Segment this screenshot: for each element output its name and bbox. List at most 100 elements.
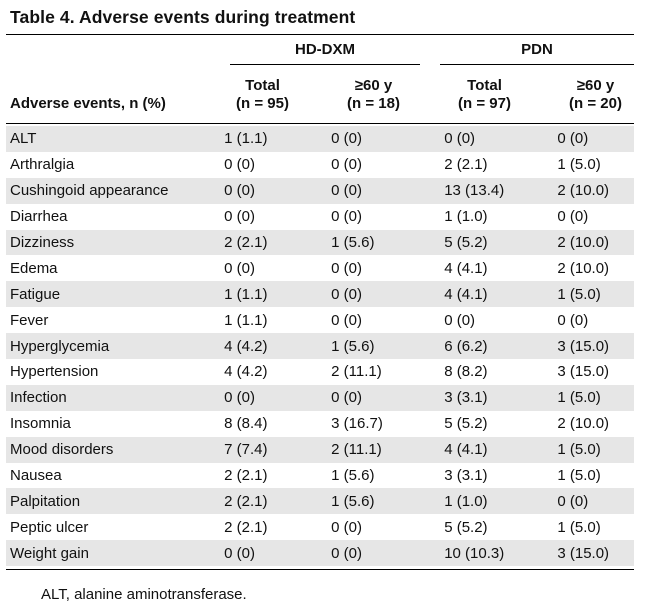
table-row: Hypertension 4 (4.2) 2 (11.1) 8 (8.2) 3 (15.… (6, 359, 634, 385)
value-cell: 0 (0) (557, 488, 634, 515)
value-cell: 0 (0) (331, 311, 362, 329)
value-cell: 3 (15.0) (557, 333, 634, 360)
col-header-line2: (n = 95) (236, 95, 289, 112)
col-header-hd-age: ≥60 y (n = 18) (336, 77, 411, 113)
value-cell: 0 (0) (331, 126, 445, 152)
event-name-cell: Weight gain (6, 540, 225, 567)
row-label-header: Adverse events, n (%) (10, 95, 166, 112)
event-name-cell: Peptic ulcer (10, 518, 89, 536)
value-cell: 0 (0) (224, 156, 255, 174)
event-name-cell: Nausea (10, 467, 62, 485)
bottom-rule (6, 569, 634, 570)
event-name-cell: Mood disorders (6, 436, 225, 463)
value-cell: 1 (1.1) (224, 281, 332, 308)
table-row: Diarrhea 0 (0) 0 (0) 1 (1.0) 0 (0) (6, 204, 634, 230)
col-header-hd-total: Total (n = 95) (225, 77, 300, 113)
value-cell: 0 (0) (331, 208, 362, 226)
value-cell: 0 (0) (331, 259, 362, 277)
value-cell: 6 (6.2) (444, 333, 558, 360)
col-header-line1: Total (245, 77, 280, 94)
value-cell: 0 (0) (557, 208, 589, 226)
col-header-pdn-total: Total (n = 97) (447, 77, 522, 113)
value-cell: 5 (5.2) (444, 229, 558, 256)
event-name-cell: Cushingoid appearance (6, 177, 225, 204)
table-title: Table 4. Adverse events during treatment (10, 7, 356, 27)
value-cell: 0 (0) (331, 281, 445, 308)
value-cell: 4 (4.1) (444, 259, 488, 277)
value-cell: 2 (2.1) (224, 229, 332, 256)
value-cell: 13 (13.4) (444, 177, 558, 204)
value-cell: 4 (4.1) (444, 436, 558, 463)
value-cell: 2 (10.0) (557, 415, 610, 433)
value-cell: 1 (1.0) (444, 208, 488, 226)
value-cell: 2 (10.0) (557, 177, 634, 204)
value-cell: 1 (5.0) (557, 384, 634, 411)
value-cell: 1 (5.6) (331, 229, 445, 256)
col-header-pdn-age: ≥60 y (n = 20) (558, 77, 633, 113)
table-row: Peptic ulcer 2 (2.1) 0 (0) 5 (5.2) 1 (5.0) (6, 514, 634, 540)
table-row: Palpitation 2 (2.1) 1 (5.6) 1 (1.0) 0 (0) (6, 488, 634, 515)
value-cell: 0 (0) (224, 259, 255, 277)
group-header-pdn: PDN (521, 41, 553, 58)
table-row: Cushingoid appearance 0 (0) 0 (0) 13 (13.4)… (6, 177, 634, 204)
table-row: Fatigue 1 (1.1) 0 (0) 4 (4.1) 1 (5.0) (6, 281, 634, 308)
value-cell: 1 (5.0) (557, 281, 634, 308)
col-header-line1: Total (467, 77, 502, 94)
event-name-cell: Hyperglycemia (6, 333, 225, 360)
event-name-cell: Palpitation (6, 488, 225, 515)
event-name-cell: Insomnia (10, 415, 71, 433)
table-row: Nausea 2 (2.1) 1 (5.6) 3 (3.1) 1 (5.0) (6, 463, 634, 489)
value-cell: 1 (5.0) (557, 156, 601, 174)
col-header-line2: (n = 97) (458, 95, 511, 112)
value-cell: 1 (1.1) (224, 311, 268, 329)
value-cell: 3 (3.1) (444, 384, 558, 411)
value-cell: 0 (0) (331, 156, 362, 174)
value-cell: 8 (8.2) (444, 363, 488, 381)
col-header-line2: (n = 20) (569, 95, 622, 112)
value-cell: 4 (4.2) (224, 363, 268, 381)
value-cell: 3 (3.1) (444, 467, 488, 485)
event-name-cell: Fever (10, 311, 49, 329)
value-cell: 7 (7.4) (224, 436, 332, 463)
table-row: Fever 1 (1.1) 0 (0) 0 (0) 0 (0) (6, 307, 634, 333)
value-cell: 3 (16.7) (331, 415, 383, 433)
value-cell: 0 (0) (331, 384, 445, 411)
value-cell: 3 (15.0) (557, 540, 634, 567)
value-cell: 1 (1.0) (444, 488, 558, 515)
value-cell: 2 (2.1) (224, 467, 268, 485)
value-cell: 2 (2.1) (224, 488, 332, 515)
value-cell: 0 (0) (224, 540, 332, 567)
value-cell: 5 (5.2) (444, 518, 488, 536)
event-name-cell: Arthralgia (10, 156, 75, 174)
group-rule-pdn (440, 64, 634, 65)
event-name-cell: ALT (6, 126, 225, 152)
value-cell: 2 (10.0) (557, 259, 610, 277)
header-rule (6, 123, 634, 124)
value-cell: 2 (10.0) (557, 229, 634, 256)
value-cell: 0 (0) (557, 126, 634, 152)
value-cell: 4 (4.1) (444, 281, 558, 308)
col-header-line1: ≥60 y (354, 77, 393, 94)
value-cell: 0 (0) (224, 177, 332, 204)
value-cell: 0 (0) (331, 518, 362, 536)
value-cell: 2 (2.1) (224, 518, 268, 536)
table-row: Hyperglycemia 4 (4.2) 1 (5.6) 6 (6.2) 3 (15.… (6, 333, 634, 360)
value-cell: 10 (10.3) (444, 540, 558, 567)
table-row: Dizziness 2 (2.1) 1 (5.6) 5 (5.2) 2 (10.0) (6, 229, 634, 256)
value-cell: 4 (4.2) (224, 333, 332, 360)
value-cell: 2 (11.1) (331, 363, 382, 381)
table-row: Edema 0 (0) 0 (0) 4 (4.1) 2 (10.0) (6, 255, 634, 281)
value-cell: 8 (8.4) (224, 415, 268, 433)
value-cell: 1 (5.6) (331, 467, 375, 485)
table-row: Weight gain 0 (0) 0 (0) 10 (10.3) 3 (15.0) (6, 540, 634, 567)
value-cell: 0 (0) (224, 208, 255, 226)
event-name-cell: Diarrhea (10, 208, 68, 226)
table-row: Arthralgia 0 (0) 0 (0) 2 (2.1) 1 (5.0) (6, 152, 634, 178)
value-cell: 0 (0) (331, 177, 445, 204)
table-row: Infection 0 (0) 0 (0) 3 (3.1) 1 (5.0) (6, 384, 634, 411)
value-cell: 0 (0) (224, 384, 332, 411)
col-header-line1: ≥60 y (576, 77, 615, 94)
event-name-cell: Dizziness (6, 229, 225, 256)
value-cell: 2 (11.1) (331, 436, 445, 463)
value-cell: 1 (5.6) (331, 333, 445, 360)
